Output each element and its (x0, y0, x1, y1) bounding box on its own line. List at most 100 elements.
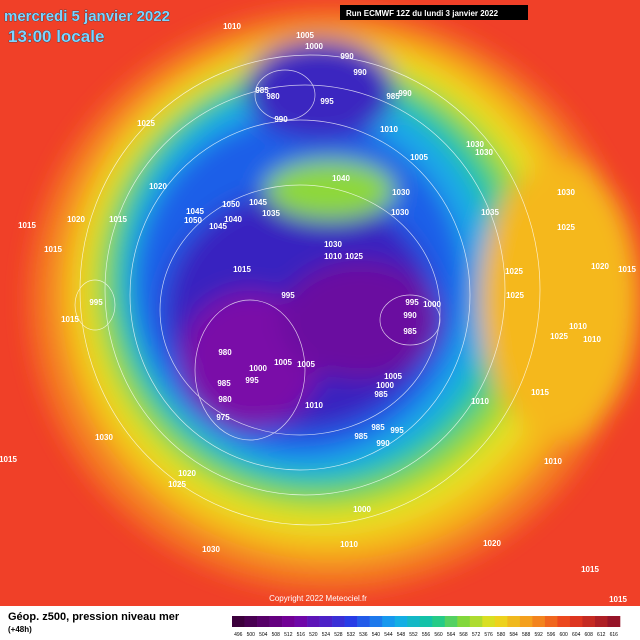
isobar-label: 1015 (109, 215, 127, 224)
isobar-label: 975 (216, 413, 230, 422)
isobar-label: 1040 (224, 215, 242, 224)
scale-label: 568 (459, 632, 468, 638)
scale-label: 552 (409, 632, 418, 638)
isobar-label: 1015 (581, 565, 599, 574)
scale-swatch (244, 616, 258, 627)
isobar-label: 1025 (550, 332, 568, 341)
scale-swatch (232, 616, 245, 627)
isobar-label: 1015 (44, 245, 62, 254)
scale-swatch (532, 616, 546, 627)
isobar-label: 1045 (249, 198, 267, 207)
isobar-label: 980 (218, 348, 232, 357)
footer-title: Géop. z500, pression niveau mer (8, 611, 180, 623)
scale-label: 576 (484, 632, 493, 638)
isobar-label: 985 (354, 432, 368, 441)
scale-swatch (582, 616, 596, 627)
isobar-label: 1010 (340, 540, 358, 549)
scale-swatch (457, 616, 471, 627)
scale-swatch (519, 616, 533, 627)
isobar-label: 1005 (297, 360, 315, 369)
lead-time: (+48h) (8, 625, 32, 634)
scale-label: 580 (497, 632, 506, 638)
isobar-label: 1020 (178, 469, 196, 478)
scale-label: 556 (422, 632, 431, 638)
isobar-label: 995 (89, 298, 103, 307)
isobar-label: 1025 (506, 291, 524, 300)
color-scale: 496 500 504 508 512 516 520 524 528 532 536 540 544 5… (232, 616, 621, 638)
scale-label: 508 (272, 632, 281, 638)
scale-swatch (469, 616, 483, 627)
isobar-label: 990 (376, 439, 390, 448)
isobar-label: 1005 (296, 31, 314, 40)
scale-label: 560 (434, 632, 443, 638)
scale-label: 544 (384, 632, 393, 638)
copyright: Copyright 2022 Meteociel.fr (269, 594, 367, 603)
isobar-label: 1030 (95, 433, 113, 442)
scale-label: 496 (234, 632, 243, 638)
scale-label: 500 (247, 632, 256, 638)
scale-swatch (607, 616, 621, 627)
scale-label: 536 (359, 632, 368, 638)
scale-label: 532 (347, 632, 356, 638)
isobar-label: 1030 (324, 240, 342, 249)
isobar-label: 1000 (305, 42, 323, 51)
scale-label: 516 (297, 632, 306, 638)
scale-label: 596 (547, 632, 556, 638)
isobar-label: 1025 (137, 119, 155, 128)
isobar-label: 990 (353, 68, 367, 77)
isobar-label: 985 (255, 86, 269, 95)
isobar-label: 1000 (353, 505, 371, 514)
isobar-label: 1030 (202, 545, 220, 554)
isobar-label: 995 (245, 376, 259, 385)
scale-swatch (507, 616, 521, 627)
scale-label: 548 (397, 632, 406, 638)
isobar-label: 990 (403, 311, 417, 320)
run-info: Run ECMWF 12Z du lundi 3 janvier 2022 (346, 9, 499, 18)
scale-swatch (294, 616, 308, 627)
scale-label: 616 (610, 632, 619, 638)
scale-label: 588 (522, 632, 531, 638)
isobar-label: 1040 (332, 174, 350, 183)
scale-swatch (394, 616, 408, 627)
isobar-label: 1050 (222, 200, 240, 209)
scale-swatch (569, 616, 583, 627)
isobar-label: 1015 (0, 455, 17, 464)
scale-swatch (419, 616, 433, 627)
scale-swatch (444, 616, 458, 627)
isobar-label: 1010 (569, 322, 587, 331)
scale-label: 572 (472, 632, 481, 638)
isobar-label: 985 (371, 423, 385, 432)
isobar-label: 980 (266, 92, 280, 101)
isobar-label: 1010 (380, 125, 398, 134)
isobar-label: 1035 (481, 208, 499, 217)
isobar-label: 995 (281, 291, 295, 300)
isobar-label: 1010 (324, 252, 342, 261)
isobar-label: 995 (405, 298, 419, 307)
isobar-label: 1030 (466, 140, 484, 149)
isobar-label: 990 (398, 89, 412, 98)
isobar-labels: 1010100510009909909859809959859909901010… (0, 22, 636, 604)
field (0, 0, 640, 606)
scale-label: 504 (259, 632, 268, 638)
scale-swatch (319, 616, 333, 627)
isobar-label: 990 (274, 115, 288, 124)
scale-label: 528 (334, 632, 343, 638)
scale-swatch (594, 616, 608, 627)
scale-swatch (544, 616, 558, 627)
isobar-label: 985 (386, 92, 400, 101)
scale-label: 564 (447, 632, 456, 638)
isobar-label: 995 (320, 97, 334, 106)
isobar-label: 1050 (184, 216, 202, 225)
isobar-label: 1015 (618, 265, 636, 274)
scale-swatch (407, 616, 421, 627)
isobar-label: 1030 (392, 188, 410, 197)
isobar-label: 1015 (18, 221, 36, 230)
isobar-label: 1025 (557, 223, 575, 232)
isobar-label: 995 (390, 426, 404, 435)
isobar-label: 1030 (391, 208, 409, 217)
isobar-label: 1010 (583, 335, 601, 344)
isobar-label: 990 (340, 52, 354, 61)
isobar-label: 1015 (609, 595, 627, 604)
isobar-label: 1035 (262, 209, 280, 218)
